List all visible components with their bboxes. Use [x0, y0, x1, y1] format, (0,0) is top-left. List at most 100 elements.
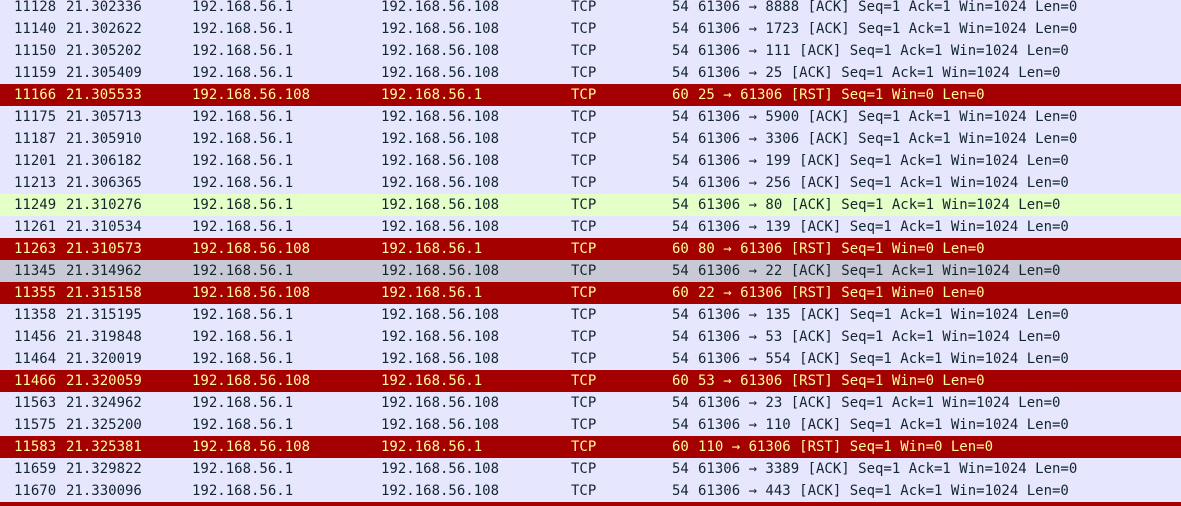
packet-destination: [381, 502, 566, 506]
packet-destination: 192.168.56.108: [381, 219, 500, 235]
packet-source: 192.168.56.1: [192, 153, 294, 169]
packet-number: 11659: [14, 461, 57, 477]
packet-row[interactable]: 11140 21.302622 192.168.56.1 192.168.56.108…: [0, 18, 1181, 40]
packet-info: 61306 → 256 [ACK] Seq=1 Ack=1 Win=1024 L…: [698, 175, 1069, 191]
packet-protocol: TCP: [571, 197, 597, 213]
packet-number: 11583: [14, 439, 57, 455]
packet-number: 11175: [14, 109, 57, 125]
packet-destination: 192.168.56.108: [381, 417, 500, 433]
packet-number: 11670: [14, 483, 57, 499]
packet-protocol: [571, 502, 631, 506]
packet-length: 60: [672, 87, 689, 103]
packet-number: 11261: [14, 219, 57, 235]
packet-protocol: TCP: [571, 395, 597, 411]
packet-row[interactable]: 11213 21.306365 192.168.56.1 192.168.56.108…: [0, 172, 1181, 194]
packet-number: 11355: [14, 285, 57, 301]
packet-time: 21.315195: [66, 307, 142, 323]
packet-row[interactable]: 11583 21.325381 192.168.56.108 192.168.56.1…: [0, 436, 1181, 458]
packet-protocol: TCP: [571, 373, 597, 389]
packet-destination: 192.168.56.1: [381, 241, 483, 257]
packet-source: 192.168.56.1: [192, 483, 294, 499]
packet-source: 192.168.56.1: [192, 43, 294, 59]
packet-info: 61306 → 111 [ACK] Seq=1 Ack=1 Win=1024 L…: [698, 43, 1069, 59]
packet-row[interactable]: 11201 21.306182 192.168.56.1 192.168.56.108…: [0, 150, 1181, 172]
packet-time: 21.306182: [66, 153, 142, 169]
packet-info: 61306 → 443 [ACK] Seq=1 Ack=1 Win=1024 L…: [698, 483, 1069, 499]
packet-info: 61306 → 199 [ACK] Seq=1 Ack=1 Win=1024 L…: [698, 153, 1069, 169]
packet-row[interactable]: 11355 21.315158 192.168.56.108 192.168.56.1…: [0, 282, 1181, 304]
packet-time: 21.319848: [66, 329, 142, 345]
packet-number: 11563: [14, 395, 57, 411]
packet-number: 11128: [14, 0, 57, 15]
packet-row[interactable]: 11345 21.314962 192.168.56.1 192.168.56.108…: [0, 260, 1181, 282]
packet-destination: 192.168.56.108: [381, 175, 500, 191]
packet-source: 192.168.56.1: [192, 263, 294, 279]
packet-destination: 192.168.56.108: [381, 153, 500, 169]
packet-protocol: TCP: [571, 329, 597, 345]
packet-destination: 192.168.56.108: [381, 461, 500, 477]
packet-row[interactable]: 11261 21.310534 192.168.56.1 192.168.56.108…: [0, 216, 1181, 238]
packet-row[interactable]: 11563 21.324962 192.168.56.1 192.168.56.108…: [0, 392, 1181, 414]
packet-number: 11456: [14, 329, 57, 345]
packet-row[interactable]: 11456 21.319848 192.168.56.1 192.168.56.108…: [0, 326, 1181, 348]
packet-source: 192.168.56.1: [192, 351, 294, 367]
packet-source: 192.168.56.1: [192, 131, 294, 147]
packet-row[interactable]: 11575 21.325200 192.168.56.1 192.168.56.108…: [0, 414, 1181, 436]
packet-protocol: TCP: [571, 0, 597, 15]
packet-protocol: TCP: [571, 153, 597, 169]
packet-time: 21.314962: [66, 263, 142, 279]
packet-row[interactable]: 11166 21.305533 192.168.56.108 192.168.56.1…: [0, 84, 1181, 106]
packet-row[interactable]: 11464 21.320019 192.168.56.1 192.168.56.108…: [0, 348, 1181, 370]
packet-row[interactable]: 11249 21.310276 192.168.56.1 192.168.56.108…: [0, 194, 1181, 216]
packet-protocol: TCP: [571, 65, 597, 81]
packet-source: [192, 502, 377, 506]
packet-row[interactable]: 11670 21.330096 192.168.56.1 192.168.56.108…: [0, 480, 1181, 502]
packet-number: 11166: [14, 87, 57, 103]
packet-source: 192.168.56.1: [192, 0, 294, 15]
packet-info: 61306 → 53 [ACK] Seq=1 Ack=1 Win=1024 Le…: [698, 329, 1061, 345]
packet-row[interactable]: [0, 502, 1181, 506]
packet-time: 21.305533: [66, 87, 142, 103]
packet-row[interactable]: 11187 21.305910 192.168.56.1 192.168.56.108…: [0, 128, 1181, 150]
packet-number: 11140: [14, 21, 57, 37]
packet-source: 192.168.56.1: [192, 417, 294, 433]
packet-destination: 192.168.56.108: [381, 21, 500, 37]
packet-destination: 192.168.56.108: [381, 395, 500, 411]
packet-source: 192.168.56.108: [192, 87, 311, 103]
packet-destination: 192.168.56.1: [381, 87, 483, 103]
packet-time: 21.305713: [66, 109, 142, 125]
packet-row[interactable]: 11358 21.315195 192.168.56.1 192.168.56.108…: [0, 304, 1181, 326]
packet-length: 54: [672, 131, 689, 147]
packet-time: [66, 502, 186, 506]
packet-length: 54: [672, 153, 689, 169]
packet-destination: 192.168.56.108: [381, 307, 500, 323]
packet-destination: 192.168.56.1: [381, 439, 483, 455]
packet-info: 61306 → 8888 [ACK] Seq=1 Ack=1 Win=1024 …: [698, 0, 1078, 15]
packet-info: 61306 → 3306 [ACK] Seq=1 Ack=1 Win=1024 …: [698, 131, 1078, 147]
packet-source: 192.168.56.1: [192, 21, 294, 37]
packet-length: 54: [672, 219, 689, 235]
packet-row[interactable]: 11466 21.320059 192.168.56.108 192.168.56.1…: [0, 370, 1181, 392]
packet-time: 21.305409: [66, 65, 142, 81]
packet-source: 192.168.56.1: [192, 109, 294, 125]
packet-destination: 192.168.56.108: [381, 65, 500, 81]
packet-row[interactable]: 11263 21.310573 192.168.56.108 192.168.56.1…: [0, 238, 1181, 260]
packet-row[interactable]: 11659 21.329822 192.168.56.1 192.168.56.108…: [0, 458, 1181, 480]
packet-info: 61306 → 139 [ACK] Seq=1 Ack=1 Win=1024 L…: [698, 219, 1069, 235]
packet-row[interactable]: 11175 21.305713 192.168.56.1 192.168.56.108…: [0, 106, 1181, 128]
packet-destination: 192.168.56.108: [381, 0, 500, 15]
packet-number: 11213: [14, 175, 57, 191]
packet-protocol: TCP: [571, 483, 597, 499]
packet-row[interactable]: 11159 21.305409 192.168.56.1 192.168.56.108…: [0, 62, 1181, 84]
packet-length: 60: [672, 285, 689, 301]
packet-row[interactable]: 11150 21.305202 192.168.56.1 192.168.56.108…: [0, 40, 1181, 62]
packet-info: 61306 → 5900 [ACK] Seq=1 Ack=1 Win=1024 …: [698, 109, 1078, 125]
packet-protocol: TCP: [571, 175, 597, 191]
packet-source: 192.168.56.1: [192, 65, 294, 81]
packet-source: 192.168.56.1: [192, 197, 294, 213]
packet-number: [14, 502, 66, 506]
packet-source: 192.168.56.108: [192, 439, 311, 455]
packet-row[interactable]: 11128 21.302336 192.168.56.1 192.168.56.108…: [0, 0, 1181, 18]
packet-length: 54: [672, 417, 689, 433]
